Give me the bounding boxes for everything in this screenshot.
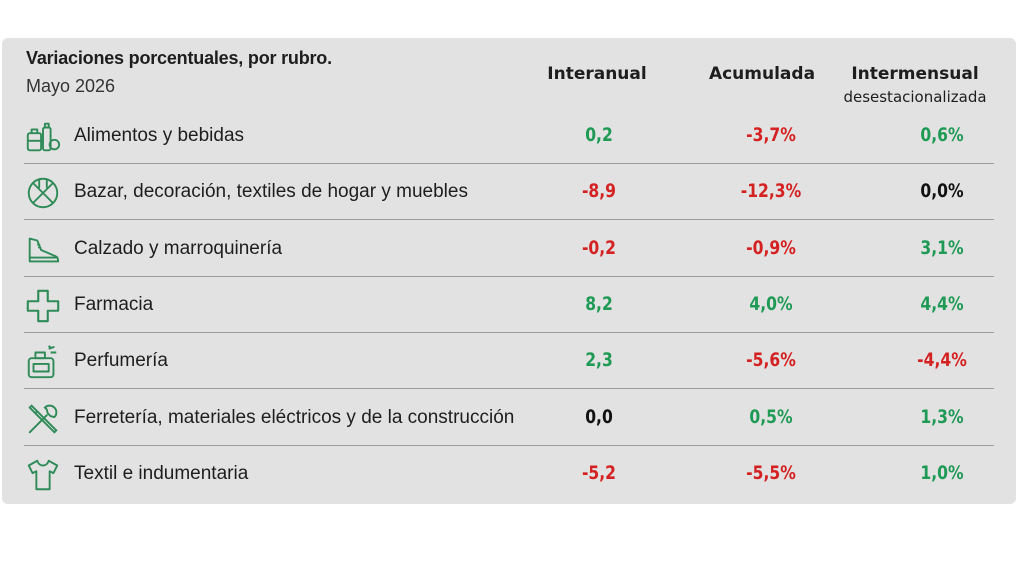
row-divider — [24, 331, 994, 333]
cell-interanual: 0,0 — [585, 405, 613, 428]
row-label: Alimentos y bebidas — [74, 125, 245, 146]
row-label: Textil e indumentaria — [74, 462, 249, 484]
cell-intermensual: 0,6% — [920, 124, 964, 146]
row-divider — [24, 388, 994, 390]
cell-interanual: 8,2 — [585, 292, 613, 315]
cell-interanual: 0,2 — [585, 124, 613, 146]
row-label: Calzado y marroquinería — [74, 237, 283, 259]
perfume-icon — [24, 343, 62, 381]
table-row: Ferretería, materiales eléctricos y de l… — [24, 390, 994, 446]
table-row: Calzado y marroquinería -0,2 -0,9% 3,1% — [24, 221, 994, 277]
home-goods-icon — [24, 174, 62, 212]
cell-interanual: -0,2 — [581, 236, 617, 259]
grocery-icon — [24, 118, 62, 156]
column-header-interanual: Interanual — [547, 64, 647, 84]
cell-intermensual: 0,0% — [920, 180, 964, 203]
cell-acumulada: -5,5% — [746, 461, 796, 484]
row-label: Bazar, decoración, textiles de hogar y m… — [74, 181, 468, 203]
row-label: Ferretería, materiales eléctricos y de l… — [74, 406, 515, 428]
cell-interanual: -8,9 — [581, 180, 617, 203]
row-divider — [24, 219, 994, 221]
table-row: Perfumería 2,3 -5,6% -4,4% — [24, 333, 994, 390]
cell-interanual: -5,2 — [581, 461, 617, 484]
row-divider — [24, 444, 994, 446]
cell-intermensual: 1,0% — [920, 461, 964, 484]
table-title: Variaciones porcentuales, por rubro. — [26, 48, 332, 68]
table-row: Farmacia 8,2 4,0% 4,4% — [24, 277, 994, 333]
cell-intermensual: 4,4% — [920, 292, 964, 315]
cell-acumulada: 0,5% — [749, 405, 793, 428]
cell-intermensual: -4,4% — [917, 349, 967, 372]
pharmacy-cross-icon — [24, 287, 62, 325]
cell-acumulada: 4,0% — [749, 292, 793, 315]
cell-acumulada: -0,9% — [746, 236, 796, 259]
cell-acumulada: -3,7% — [746, 124, 796, 146]
table-row: Alimentos y bebidas 0,2 -3,7% 0,6% — [24, 108, 994, 164]
column-header-acumulada: Acumulada — [708, 64, 816, 84]
table-row: Bazar, decoración, textiles de hogar y m… — [24, 164, 994, 221]
summary-card: Variaciones porcentuales, por rubro. May… — [2, 38, 1016, 504]
row-divider — [24, 163, 994, 164]
column-subheader-desestacionalizada: desestacionalizada — [843, 88, 987, 106]
column-header-intermensual: Intermensual — [851, 64, 979, 84]
row-label: Farmacia — [74, 293, 154, 315]
tools-icon — [24, 400, 62, 438]
cell-intermensual: 3,1% — [920, 236, 964, 259]
table-subtitle: Mayo 2026 — [26, 76, 116, 96]
cell-interanual: 2,3 — [585, 349, 613, 372]
table-row: Textil e indumentaria -5,2 -5,5% 1,0% — [24, 446, 994, 502]
row-divider — [24, 275, 994, 277]
row-label: Perfumería — [74, 350, 168, 372]
cell-intermensual: 1,3% — [920, 405, 964, 428]
cell-acumulada: -5,6% — [746, 349, 796, 372]
shoe-icon — [24, 231, 62, 269]
cell-acumulada: -12,3% — [740, 180, 802, 203]
shirt-icon — [24, 456, 62, 494]
